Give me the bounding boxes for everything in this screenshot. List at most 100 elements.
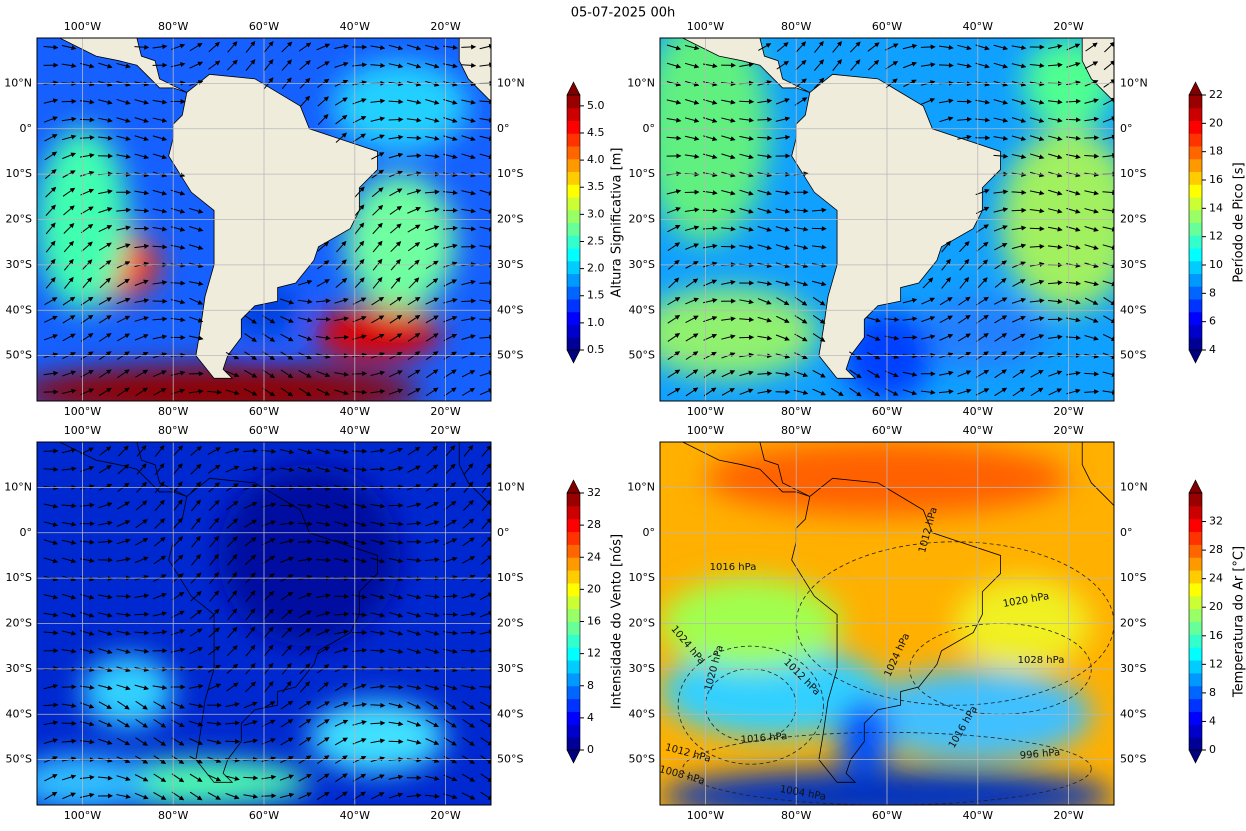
lat-tick-label: 0° — [643, 526, 656, 539]
colorbar-tick-label: 4 — [1209, 343, 1216, 356]
colorbar-tick-label: 2.0 — [587, 262, 605, 275]
lon-tick-label: 80°W — [158, 424, 188, 437]
colorbar-band — [567, 686, 580, 699]
colorbar-label: Altura Significativa [m] — [610, 148, 625, 298]
lat-tick-label: 10°S — [629, 571, 655, 584]
colorbar-band — [1189, 544, 1202, 557]
colorbar-label: Temperatura do Ar [°C] — [1232, 546, 1246, 698]
lon-tick-label: 40°W — [963, 809, 993, 822]
lat-tick-label: 40°S — [1120, 303, 1146, 316]
lat-tick-label: 50°S — [629, 349, 655, 362]
isobar-label: 1028 hPa — [1018, 655, 1065, 666]
map-panel: 100°W100°W80°W80°W60°W60°W40°W40°W20°W20… — [4, 424, 524, 822]
colorbar-band — [567, 506, 580, 519]
map-area — [14, 38, 500, 419]
colorbar-tick-label: 18 — [1209, 145, 1223, 158]
colorbar-band — [1189, 673, 1202, 686]
colorbar-band — [1189, 686, 1202, 699]
lon-tick-label: 20°W — [430, 809, 460, 822]
map-panel: 100°W100°W80°W80°W60°W60°W40°W40°W20°W20… — [627, 424, 1147, 823]
lat-tick-label: 0° — [497, 122, 510, 135]
lon-tick-label: 40°W — [963, 20, 993, 33]
colorbar-band — [1189, 159, 1202, 172]
colorbar-band — [567, 583, 580, 596]
lat-tick-label: 0° — [20, 122, 33, 135]
lat-tick-label: 50°S — [629, 753, 655, 766]
colorbar-tick-label: 3.0 — [587, 207, 605, 220]
colorbar-band — [1189, 737, 1202, 750]
colorbar-tick-label: 20 — [1209, 116, 1223, 129]
colorbar-band — [567, 223, 580, 236]
lat-tick-label: 40°S — [6, 303, 32, 316]
colorbar-band — [567, 493, 580, 506]
colorbar-band — [567, 609, 580, 622]
lat-tick-label: 50°S — [1120, 753, 1146, 766]
colorbar-band — [1189, 532, 1202, 545]
colorbar-tick-label: 24 — [1209, 572, 1223, 585]
lat-tick-label: 10°S — [1120, 167, 1146, 180]
lon-tick-label: 40°W — [963, 424, 993, 437]
colorbar-tick-label: 8 — [1209, 286, 1216, 299]
colorbar-band — [1189, 248, 1202, 261]
lon-tick-label: 100°W — [64, 20, 101, 33]
lat-tick-label: 0° — [20, 526, 33, 539]
lon-tick-label: 100°W — [687, 20, 724, 33]
colorbar-band — [1189, 95, 1202, 108]
lon-tick-label: 80°W — [158, 405, 188, 418]
field-blob — [219, 465, 401, 647]
lon-tick-label: 60°W — [872, 424, 902, 437]
lon-tick-label: 80°W — [781, 20, 811, 33]
colorbar-band — [567, 121, 580, 134]
colorbar-band — [1189, 609, 1202, 622]
colorbar-band — [1189, 660, 1202, 673]
lat-tick-label: 20°S — [629, 617, 655, 630]
colorbar-band — [1189, 223, 1202, 236]
colorbar-tick-label: 12 — [1209, 657, 1223, 670]
isobar-label: 1016 hPa — [710, 562, 757, 573]
colorbar-tick-label: 28 — [1209, 543, 1223, 556]
map-panel: 100°W100°W80°W80°W60°W60°W40°W40°W20°W20… — [4, 20, 524, 419]
lon-tick-label: 80°W — [158, 809, 188, 822]
colorbar-tick-label: 1.0 — [587, 316, 605, 329]
colorbar-band — [567, 337, 580, 350]
lat-tick-label: 20°S — [629, 213, 655, 226]
colorbar-band — [567, 197, 580, 210]
colorbar-tick-label: 8 — [587, 679, 594, 692]
lat-tick-label: 40°S — [629, 303, 655, 316]
colorbar-band — [1189, 711, 1202, 724]
vector-arrow — [134, 614, 148, 615]
lat-tick-label: 10°N — [1120, 480, 1148, 493]
lon-tick-label: 20°W — [430, 405, 460, 418]
colorbar-band — [1189, 172, 1202, 185]
colorbar-band — [1189, 299, 1202, 312]
colorbar-band — [567, 312, 580, 325]
lat-tick-label: 10°N — [497, 480, 525, 493]
lat-tick-label: 10°N — [1120, 76, 1148, 89]
lon-tick-label: 80°W — [158, 20, 188, 33]
colorbar-band — [1189, 506, 1202, 519]
colorbar-band — [1189, 699, 1202, 712]
colorbar-band — [567, 647, 580, 660]
lat-tick-label: 10°N — [497, 76, 525, 89]
colorbar-band — [1189, 133, 1202, 146]
lat-tick-label: 10°S — [6, 571, 32, 584]
colorbar-extend — [567, 82, 580, 95]
colorbar-band — [1189, 622, 1202, 635]
colorbar-tick-label: 14 — [1209, 201, 1223, 214]
lat-tick-label: 10°N — [627, 480, 655, 493]
colorbar-tick-label: 0 — [587, 743, 594, 756]
lat-tick-label: 30°S — [1120, 662, 1146, 675]
lon-tick-label: 60°W — [249, 809, 279, 822]
lat-tick-label: 40°S — [6, 707, 32, 720]
vector-arrow — [62, 687, 76, 688]
colorbar-band — [1189, 235, 1202, 248]
lat-tick-label: 10°N — [627, 76, 655, 89]
colorbar-band — [567, 299, 580, 312]
colorbar-band — [1189, 596, 1202, 609]
colorbar-extend — [1189, 82, 1202, 95]
colorbar-tick-label: 10 — [1209, 258, 1223, 271]
colorbar-tick-label: 16 — [1209, 173, 1223, 186]
colorbar-tick-label: 4 — [587, 711, 594, 724]
colorbar-band — [567, 210, 580, 223]
colorbar-extend — [1189, 480, 1202, 493]
